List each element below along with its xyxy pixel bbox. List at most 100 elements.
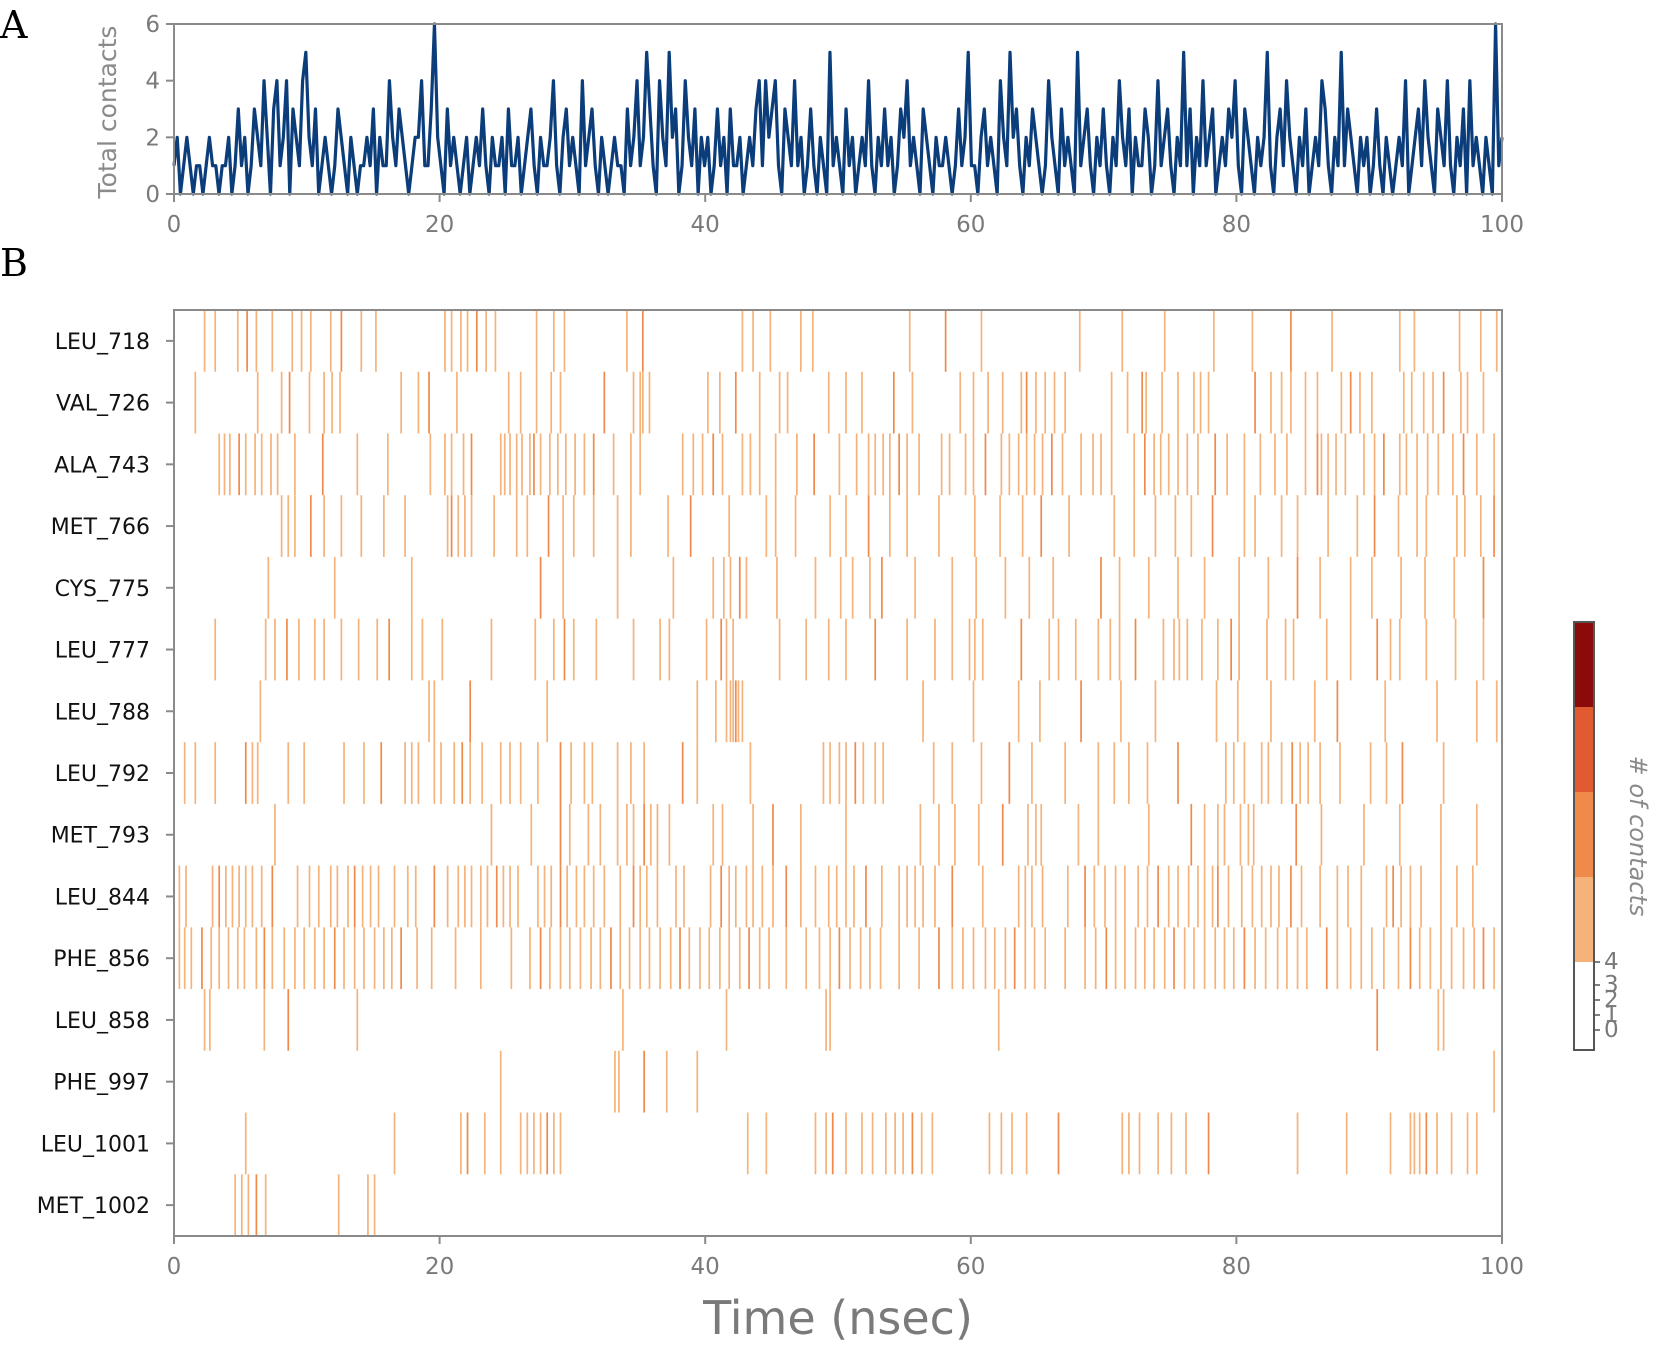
contact-mark <box>1336 927 1339 990</box>
contact-mark <box>829 927 831 990</box>
contact-mark <box>988 1112 991 1175</box>
contact-mark <box>1120 680 1122 743</box>
contact-mark <box>416 927 418 990</box>
contact-mark <box>1316 371 1319 434</box>
contact-mark <box>630 742 632 804</box>
contact-mark <box>499 433 502 496</box>
contact-mark <box>1138 1112 1141 1175</box>
contact-mark <box>309 495 312 557</box>
contact-mark <box>583 865 586 928</box>
colorbar-level-0 <box>1574 962 1594 1050</box>
contact-mark <box>1110 371 1113 434</box>
contact-mark <box>959 371 962 434</box>
contact-mark <box>454 927 457 990</box>
contact-mark <box>1044 927 1047 990</box>
contact-mark <box>1401 742 1404 804</box>
contact-mark <box>539 433 542 496</box>
contact-mark <box>1296 1112 1299 1175</box>
contact-mark <box>1201 618 1203 681</box>
contact-mark <box>649 803 652 866</box>
contact-mark <box>530 803 533 866</box>
contact-mark <box>1133 495 1136 557</box>
contact-mark <box>1177 371 1179 434</box>
contact-mark <box>721 433 724 496</box>
contact-mark <box>313 927 316 990</box>
contact-mark <box>553 310 555 372</box>
contact-mark <box>300 310 303 372</box>
contact-mark <box>383 495 385 557</box>
contact-mark <box>1274 433 1276 496</box>
contact-mark <box>308 865 311 928</box>
contact-mark <box>499 1112 502 1175</box>
contact-mark <box>1027 803 1029 866</box>
contact-mark <box>1320 803 1323 866</box>
contact-mark <box>1398 803 1401 866</box>
contact-mark <box>592 865 595 928</box>
contact-mark <box>271 310 274 372</box>
contact-mark <box>583 742 586 804</box>
contact-mark <box>1033 433 1036 496</box>
contact-mark <box>1462 927 1465 990</box>
contact-mark <box>1207 371 1210 434</box>
contact-mark <box>1203 803 1206 866</box>
contact-mark <box>705 618 708 681</box>
contact-mark <box>274 618 276 681</box>
contact-mark <box>353 865 356 928</box>
contact-mark <box>1147 803 1150 866</box>
colorbar-blocks <box>1574 622 1594 1050</box>
contact-mark <box>1243 495 1246 557</box>
contact-mark <box>975 556 978 619</box>
contact-mark <box>234 1174 236 1236</box>
contact-mark <box>1057 618 1060 681</box>
contact-mark <box>1347 865 1349 928</box>
contact-mark <box>752 803 754 866</box>
contact-mark <box>1369 742 1372 804</box>
contact-mark <box>1392 865 1394 928</box>
contact-mark <box>934 865 936 928</box>
panel-b-x-tick-label: 0 <box>167 1254 182 1280</box>
contact-mark <box>1400 556 1402 619</box>
contact-mark <box>400 927 402 990</box>
contact-mark <box>981 618 984 681</box>
panel-b-x-ticks: 0 20 40 60 80 100 <box>167 1236 1524 1280</box>
contact-mark <box>1236 680 1239 743</box>
contact-mark <box>417 371 420 434</box>
contact-mark <box>271 927 274 990</box>
contact-mark <box>1442 989 1445 1051</box>
contact-mark <box>1479 495 1482 557</box>
total-contacts-series <box>172 22 1504 196</box>
contact-mark <box>944 310 947 372</box>
contact-mark <box>645 865 648 928</box>
contact-mark <box>1145 371 1147 434</box>
contact-mark <box>1114 927 1117 990</box>
contact-mark <box>749 433 752 496</box>
contact-mark <box>519 371 522 434</box>
contact-mark <box>1161 371 1163 434</box>
contact-mark <box>440 742 442 804</box>
contact-mark <box>728 495 730 557</box>
contact-mark <box>210 927 213 990</box>
contact-mark <box>845 371 847 434</box>
contact-mark <box>1413 1112 1416 1175</box>
contact-mark <box>1466 1112 1469 1175</box>
contact-mark <box>725 680 728 743</box>
contact-mark <box>264 618 267 681</box>
contact-mark <box>980 742 983 804</box>
contact-mark <box>898 927 900 990</box>
contact-mark <box>1039 680 1041 743</box>
contact-mark <box>340 618 343 681</box>
panel-b-x-tick-label: 80 <box>1222 1254 1251 1280</box>
contact-mark <box>294 433 296 496</box>
contact-mark <box>1193 927 1195 990</box>
contact-mark <box>827 865 830 928</box>
contact-mark <box>1331 310 1333 372</box>
panel-a-y-tick-label: 0 <box>145 182 160 208</box>
contact-mark <box>1074 618 1077 681</box>
contact-mark <box>1373 433 1376 496</box>
contact-mark <box>1493 1050 1495 1113</box>
contact-mark <box>1187 865 1190 928</box>
contact-mark <box>1110 433 1113 496</box>
colorbar-level-2 <box>1574 792 1594 877</box>
colorbar-tick-label: 1 <box>1604 1002 1619 1028</box>
contact-mark <box>203 310 206 372</box>
